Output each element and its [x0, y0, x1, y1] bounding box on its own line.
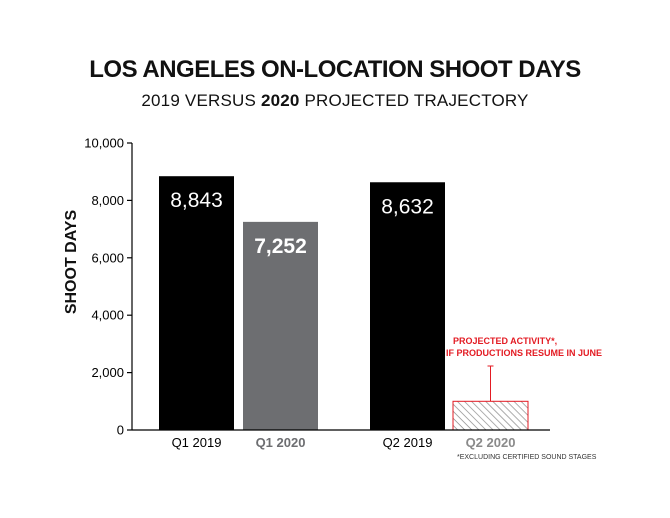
subtitle-bold-year: 2020 — [260, 91, 300, 110]
y-tick-label: 2,000 — [91, 365, 124, 380]
y-tick-label: 10,000 — [84, 136, 124, 151]
annotation-line-2: IF PRODUCTIONS RESUME IN JUNE — [446, 348, 602, 358]
annotation-line-1: PROJECTED ACTIVITY*, — [453, 336, 557, 346]
chart-subtitle: 2019 VERSUS 2020 PROJECTED TRAJECTORY — [0, 91, 670, 111]
x-tick-label: Q1 2019 — [172, 435, 222, 450]
bar-q1-2019 — [159, 176, 234, 430]
value-label: 7,252 — [254, 235, 307, 258]
value-label: 8,843 — [170, 189, 223, 212]
y-tick-label: 4,000 — [91, 308, 124, 323]
x-tick-label: Q2 2020 — [466, 435, 516, 450]
chart-title: LOS ANGELES ON-LOCATION SHOOT DAYS — [89, 56, 581, 83]
x-tick-label: Q1 2020 — [256, 435, 306, 450]
value-label: 8,632 — [381, 195, 434, 218]
subtitle-suffix: PROJECTED TRAJECTORY — [299, 91, 529, 110]
bar-q2-2019 — [370, 182, 445, 430]
y-tick-label: 6,000 — [91, 250, 124, 265]
y-tick-label: 0 — [117, 423, 124, 438]
subtitle-prefix: 2019 VERSUS — [141, 91, 261, 110]
x-tick-label: Q2 2019 — [383, 435, 433, 450]
y-axis: 0 2,000 4,000 6,000 8,000 10,000 — [84, 136, 550, 438]
bar-q2-2020 — [452, 400, 529, 431]
y-tick-label: 8,000 — [91, 193, 124, 208]
projected-annotation: PROJECTED ACTIVITY*, IF PRODUCTIONS RESUM… — [446, 336, 602, 402]
bar-q1-2020 — [243, 221, 318, 430]
bars-layer: 8,843 Q1 2019 7,252 Q1 2020 8,632 Q2 2019 Q2 2… — [159, 176, 529, 450]
footnote: *EXCLUDING CERTIFIED SOUND STAGES — [457, 454, 597, 461]
